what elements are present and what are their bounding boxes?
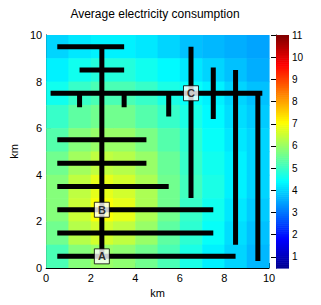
svg-text:B: B [98, 204, 106, 216]
svg-text:0: 0 [43, 272, 49, 284]
svg-text:km: km [8, 144, 20, 159]
svg-text:10: 10 [30, 29, 42, 41]
svg-text:C: C [187, 87, 195, 99]
svg-text:8: 8 [36, 76, 42, 88]
svg-text:2: 2 [292, 229, 298, 240]
svg-text:Average electricity consumptio: Average electricity consumption [70, 7, 239, 21]
svg-text:8: 8 [221, 272, 227, 284]
svg-text:11: 11 [292, 30, 303, 41]
svg-text:9: 9 [292, 74, 298, 85]
svg-text:1: 1 [292, 251, 298, 262]
svg-text:8: 8 [292, 96, 298, 107]
svg-text:0: 0 [36, 262, 42, 274]
svg-text:10: 10 [292, 52, 304, 63]
svg-text:3: 3 [292, 207, 298, 218]
svg-text:6: 6 [292, 140, 298, 151]
svg-text:10: 10 [263, 272, 275, 284]
svg-text:5: 5 [292, 163, 298, 174]
svg-text:6: 6 [177, 272, 183, 284]
svg-text:7: 7 [292, 118, 298, 129]
svg-text:2: 2 [36, 215, 42, 227]
svg-text:A: A [98, 250, 106, 262]
svg-text:4: 4 [292, 185, 298, 196]
svg-text:4: 4 [36, 169, 42, 181]
svg-text:6: 6 [36, 122, 42, 134]
svg-text:km: km [150, 287, 165, 299]
svg-text:4: 4 [132, 272, 138, 284]
svg-text:2: 2 [88, 272, 94, 284]
